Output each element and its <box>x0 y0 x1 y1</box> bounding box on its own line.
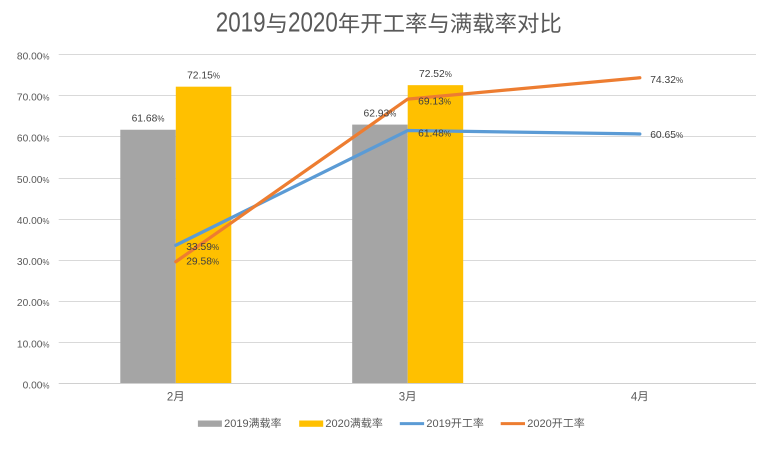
svg-text:72.52%: 72.52% <box>419 69 452 80</box>
svg-text:2: 2 <box>167 391 173 403</box>
svg-text:61.48%: 61.48% <box>418 129 451 140</box>
svg-text:74.32%: 74.32% <box>650 75 683 86</box>
svg-text:33.59%: 33.59% <box>186 242 219 253</box>
svg-text:2020: 2020 <box>288 7 338 38</box>
svg-text:3: 3 <box>399 391 405 403</box>
svg-text:80.00%: 80.00% <box>17 51 50 62</box>
svg-text:70.00%: 70.00% <box>17 93 50 104</box>
svg-text:60.00%: 60.00% <box>17 134 50 145</box>
svg-text:50.00%: 50.00% <box>17 175 50 186</box>
svg-text:69.13%: 69.13% <box>418 97 451 108</box>
svg-text:4: 4 <box>631 391 638 403</box>
svg-text:61.68%: 61.68% <box>132 114 165 125</box>
svg-text:2020: 2020 <box>325 418 349 430</box>
svg-text:29.58%: 29.58% <box>186 256 219 267</box>
svg-text:62.93%: 62.93% <box>363 109 396 120</box>
svg-text:2019: 2019 <box>426 418 450 430</box>
svg-text:72.15%: 72.15% <box>187 71 220 82</box>
svg-text:2019: 2019 <box>224 418 248 430</box>
svg-text:30.00%: 30.00% <box>17 257 50 268</box>
svg-text:2019: 2019 <box>216 7 266 38</box>
svg-text:40.00%: 40.00% <box>17 216 50 227</box>
svg-text:20.00%: 20.00% <box>17 298 50 309</box>
svg-text:10.00%: 10.00% <box>17 339 50 350</box>
svg-text:2020: 2020 <box>527 418 551 430</box>
svg-text:60.65%: 60.65% <box>650 130 683 141</box>
svg-text:0.00%: 0.00% <box>23 380 50 391</box>
